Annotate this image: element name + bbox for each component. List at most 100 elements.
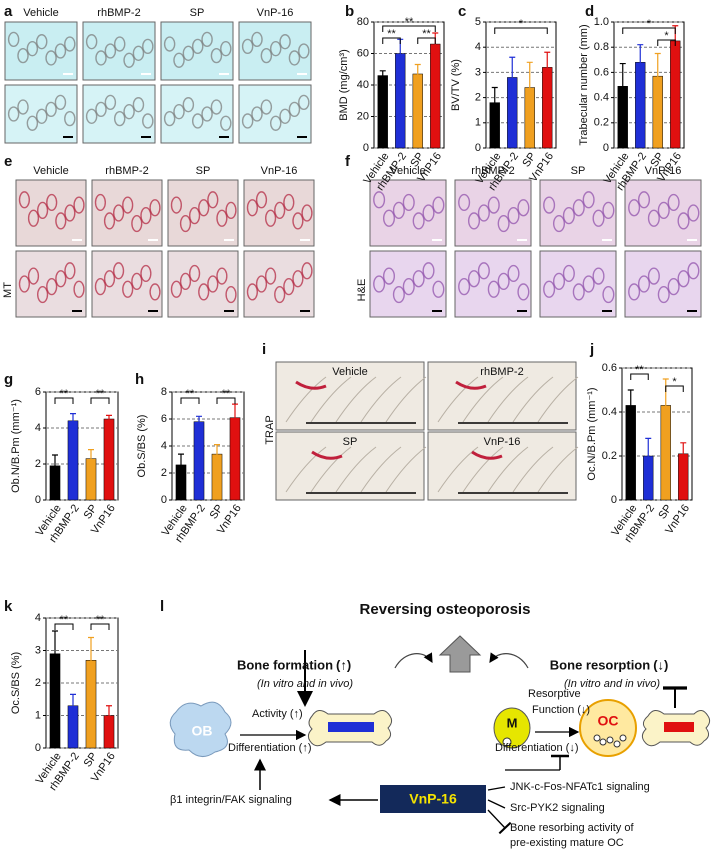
error-bar <box>70 413 76 429</box>
texture <box>373 191 386 209</box>
texture <box>647 209 660 227</box>
texture <box>198 199 210 217</box>
image-label: SP <box>343 436 358 448</box>
stain-label: TRAP <box>264 415 276 444</box>
y-tick-label: 0 <box>611 494 617 506</box>
texture <box>246 199 259 217</box>
y-tick-label: 0 <box>603 142 609 154</box>
texture <box>467 212 481 230</box>
texture <box>283 193 295 212</box>
y-tick-label: 4 <box>161 440 167 452</box>
texture <box>251 31 263 48</box>
texture <box>628 199 641 217</box>
texture <box>149 283 161 301</box>
texture <box>373 275 386 293</box>
texture <box>54 94 67 111</box>
significance-label: ** <box>422 28 431 40</box>
texture <box>225 201 237 219</box>
texture <box>543 280 556 298</box>
y-tick-label: 0.2 <box>602 450 617 462</box>
texture <box>677 270 690 288</box>
y-tick-label: 5 <box>475 16 481 28</box>
texture <box>360 446 402 493</box>
texture <box>36 285 49 304</box>
texture <box>64 110 76 127</box>
bone-red <box>641 710 711 747</box>
texture <box>64 262 76 280</box>
error-bar <box>509 56 516 99</box>
texture <box>385 446 427 493</box>
y-tick-label: 60 <box>357 47 369 59</box>
diagram-text: M <box>507 715 518 730</box>
panel-letter: e <box>4 153 12 170</box>
error-bar <box>680 442 687 466</box>
texture <box>241 38 254 55</box>
significance-bracket <box>216 397 236 404</box>
image-label: VnP-16 <box>645 165 682 177</box>
image-label: rhBMP-2 <box>97 7 140 19</box>
texture <box>392 285 405 304</box>
texture <box>122 196 134 214</box>
micrograph <box>275 431 425 501</box>
error-bar <box>619 62 626 110</box>
diagram-text: Activity <box>252 708 287 720</box>
texture <box>182 97 195 113</box>
bar <box>103 418 115 501</box>
texture <box>298 43 310 59</box>
panel-letter: f <box>345 153 351 170</box>
panel-letter: l <box>160 598 164 615</box>
drug-box <box>380 785 486 813</box>
significance-bracket <box>494 27 548 34</box>
y-tick-label: 80 <box>357 16 369 28</box>
significance-label: ** <box>387 28 396 40</box>
texture <box>487 280 500 298</box>
y-tick-label: 6 <box>161 413 167 425</box>
diagram-text: (In vitro and in vivo) <box>564 678 660 690</box>
texture <box>131 214 143 233</box>
error-bar <box>544 51 551 84</box>
texture <box>55 212 67 230</box>
error-bar <box>88 636 94 684</box>
texture <box>140 207 152 225</box>
significance-bracket <box>622 27 676 34</box>
texture <box>26 41 39 57</box>
oc-nuclei <box>593 734 627 748</box>
texture <box>103 212 116 230</box>
image-label: VnP-16 <box>257 7 294 19</box>
texture <box>462 446 504 493</box>
micrograph <box>275 361 425 431</box>
significance-bracket <box>382 25 436 32</box>
error-bar <box>178 453 184 477</box>
texture <box>173 104 185 120</box>
texture <box>35 108 48 124</box>
y-tick-label: 40 <box>357 79 369 91</box>
image-label: rhBMP-2 <box>105 165 148 177</box>
y-tick-label: 1 <box>475 117 481 129</box>
y-tick-label: 2 <box>161 467 167 479</box>
bar <box>670 40 681 149</box>
diagram-text: OC <box>598 713 619 729</box>
error-bar <box>214 444 220 465</box>
significance-label: ** <box>60 614 69 626</box>
texture <box>35 34 48 50</box>
error-bar <box>627 389 634 422</box>
y-tick-label: 1.0 <box>594 16 609 28</box>
significance-label: ** <box>60 388 69 400</box>
change-arrow: (↓) <box>566 742 579 754</box>
image-label: Vehicle <box>332 366 367 378</box>
texture <box>142 38 154 55</box>
panel-letter: j <box>589 341 594 358</box>
significance-label: * <box>519 18 524 30</box>
diagram-text: Bone formation <box>237 657 333 672</box>
panel-letter: i <box>262 341 266 358</box>
stain-label: H&E <box>356 279 368 302</box>
texture <box>140 264 152 283</box>
texture <box>592 209 605 227</box>
inhibit <box>487 786 505 828</box>
significance-bracket <box>90 397 110 404</box>
trap-stain <box>471 450 503 460</box>
texture <box>55 270 67 288</box>
diagram-shapes <box>169 635 711 828</box>
texture <box>225 285 237 304</box>
micrograph <box>427 431 577 501</box>
